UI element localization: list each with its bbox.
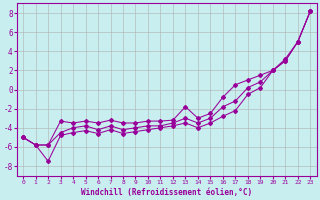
X-axis label: Windchill (Refroidissement éolien,°C): Windchill (Refroidissement éolien,°C) [81, 188, 252, 197]
